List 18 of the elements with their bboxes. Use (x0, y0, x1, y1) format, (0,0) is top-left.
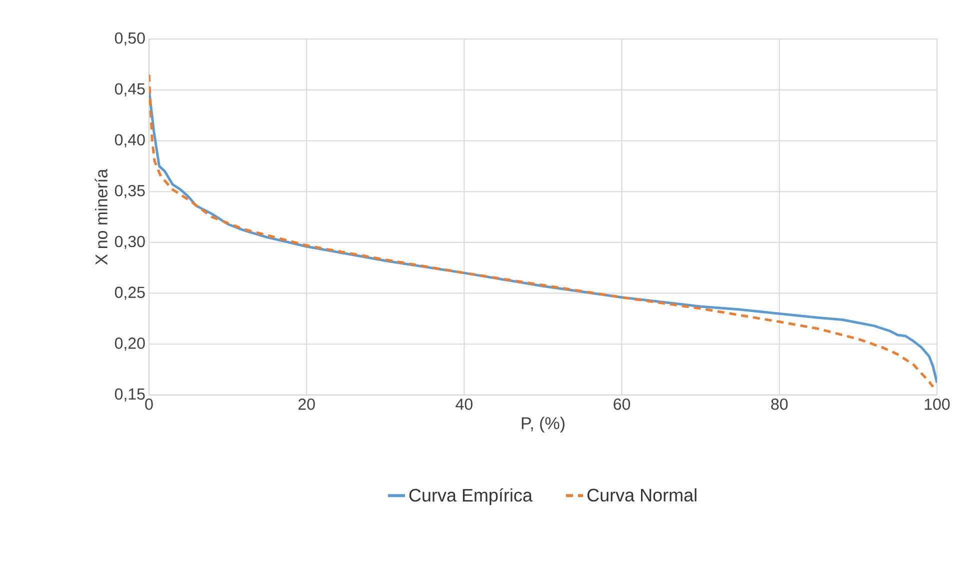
y-tick-label: 0,45 (114, 83, 145, 96)
x-tick-label: 80 (771, 398, 788, 410)
legend-label: Curva Normal (587, 488, 696, 502)
y-tick-label: 0,35 (114, 184, 145, 198)
x-axis-title: P, (%) (522, 416, 564, 433)
x-tick-label: 60 (614, 398, 630, 410)
x-tick-label: 20 (298, 398, 315, 410)
y-tick-label: 0,25 (114, 286, 145, 300)
y-axis-title: X no minería (94, 168, 108, 265)
x-tick-label: 0 (145, 398, 153, 410)
y-tick-label: 0,50 (114, 32, 145, 46)
y-tick-label: 0,30 (114, 236, 145, 250)
legend-label: Curva Empírica (409, 488, 532, 506)
y-tick-label: 0,20 (114, 338, 145, 351)
y-tick-label: 0,15 (114, 388, 145, 402)
y-tick-label: 0,40 (114, 134, 145, 148)
x-tick-label: 40 (456, 398, 472, 410)
x-tick-label: 100 (924, 398, 950, 410)
